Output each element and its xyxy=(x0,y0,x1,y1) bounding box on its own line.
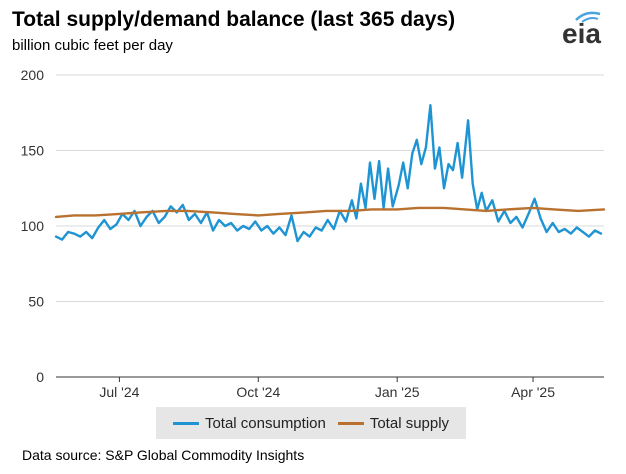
y-tick-label: 50 xyxy=(28,294,44,310)
legend-item-supply[interactable]: Total supply xyxy=(337,414,450,432)
x-tick-label: Jul '24 xyxy=(99,384,139,400)
legend-swatch-supply xyxy=(337,421,364,425)
eia-logo-arc-icon xyxy=(575,11,601,23)
y-tick-label: 200 xyxy=(21,67,45,83)
x-tick-label: Oct '24 xyxy=(236,384,280,400)
y-tick-label: 100 xyxy=(21,218,45,234)
data-source: Data source: S&P Global Commodity Insigh… xyxy=(22,447,305,463)
chart-subtitle: billion cubic feet per day xyxy=(12,37,173,54)
eia-logo-text: eia xyxy=(562,18,601,49)
chart-title: Total supply/demand balance (last 365 da… xyxy=(12,8,456,31)
legend-label-consumption: Total consumption xyxy=(204,414,326,432)
y-tick-label: 150 xyxy=(21,143,45,159)
x-tick-label: Apr '25 xyxy=(511,384,555,400)
eia-logo: eia xyxy=(562,8,612,48)
series-line-total-supply xyxy=(54,206,606,219)
x-tick-label: Jan '25 xyxy=(375,384,420,400)
series-line-total-consumption xyxy=(54,104,603,243)
legend-item-consumption[interactable]: Total consumption xyxy=(172,414,326,432)
legend-label-supply: Total supply xyxy=(369,414,450,432)
y-tick-label: 0 xyxy=(36,369,44,385)
legend-swatch-consumption xyxy=(172,421,199,425)
chart-legend: Total consumption Total supply xyxy=(156,407,466,439)
